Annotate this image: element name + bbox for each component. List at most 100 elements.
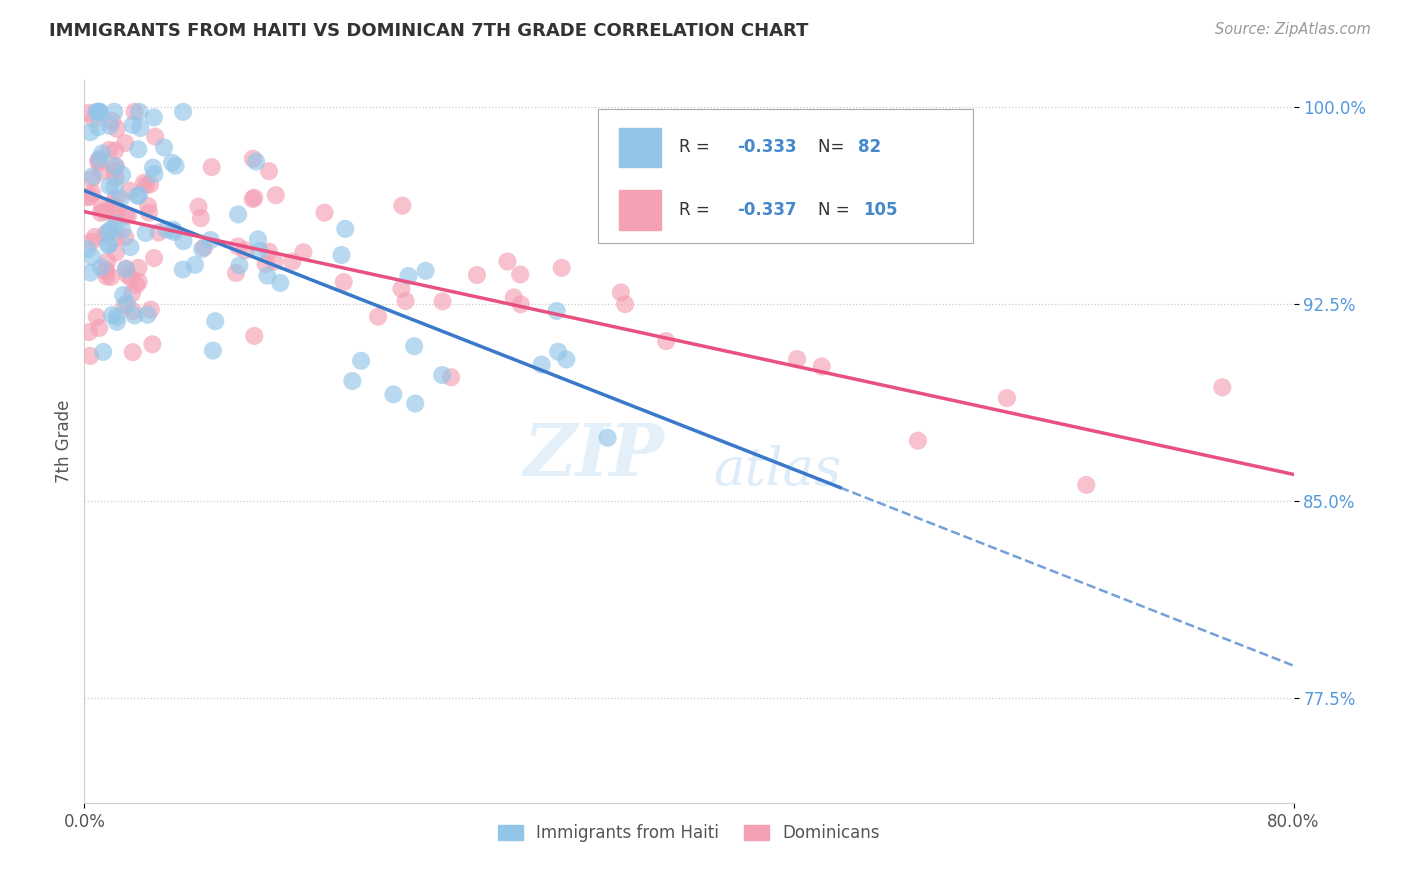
Point [465,268,488,282]
Point [135,178,157,193]
Point [120,240,142,254]
Point [143,167,166,181]
Text: IMMIGRANTS FROM HAITI VS DOMINICAN 7TH GRADE CORRELATION CHART: IMMIGRANTS FROM HAITI VS DOMINICAN 7TH G… [49,22,808,40]
Point [128,104,150,119]
Point [148,226,170,240]
Text: R =: R = [679,202,716,219]
Point [610,285,633,300]
Point [91,146,114,161]
Point [129,120,152,135]
Point [77,325,100,339]
Point [111,223,134,237]
Point [172,104,194,119]
Point [104,217,127,231]
Point [100,269,122,284]
Point [394,293,416,308]
Point [226,239,249,253]
Text: ZIP: ZIP [524,420,665,491]
Point [165,159,187,173]
Point [112,288,135,302]
Point [596,431,619,445]
Point [105,203,128,218]
Point [139,178,162,192]
Point [786,351,808,366]
Point [104,170,127,185]
Point [124,104,146,119]
Point [264,188,287,202]
Point [496,254,519,268]
Point [254,257,277,271]
Point [98,119,121,133]
Point [101,114,124,128]
Point [121,118,143,132]
Point [104,191,127,205]
Point [121,286,143,301]
Point [86,310,108,324]
Point [330,248,353,262]
Point [105,310,128,324]
Point [86,104,108,119]
Point [89,152,111,166]
Point [87,104,110,119]
Point [243,191,266,205]
Point [115,262,138,277]
Point [228,259,250,273]
Point [98,143,121,157]
Point [314,205,336,219]
Point [111,168,134,182]
Point [391,282,413,296]
Point [530,358,553,372]
Text: N=: N= [818,138,851,156]
Point [136,308,159,322]
Point [101,308,124,322]
Point [246,232,269,246]
Point [281,254,304,268]
Text: 105: 105 [863,202,897,219]
Point [87,120,110,135]
Point [415,264,437,278]
Point [242,152,264,166]
Point [143,129,166,144]
Point [256,268,278,283]
Y-axis label: 7th Grade: 7th Grade [55,400,73,483]
Point [143,251,166,265]
Point [79,125,101,139]
Point [141,337,163,351]
Point [77,106,100,120]
Point [97,225,120,239]
Point [160,155,183,169]
Point [125,277,148,292]
Point [98,237,121,252]
Point [547,344,569,359]
Point [132,176,155,190]
Point [103,163,125,178]
Point [509,268,531,282]
Point [1076,478,1098,492]
Point [117,209,139,223]
Point [173,234,195,248]
Point [555,352,578,367]
Point [89,104,111,119]
Point [100,222,122,236]
Point [162,223,184,237]
Point [94,264,117,278]
Point [104,245,127,260]
Point [94,204,117,219]
Bar [619,191,661,230]
Point [509,297,531,311]
Point [98,179,121,194]
Point [245,154,267,169]
Point [104,231,127,245]
Point [172,262,194,277]
Point [155,222,177,236]
Point [105,160,128,174]
Point [79,349,101,363]
Point [810,359,832,374]
Point [187,200,209,214]
Point [404,339,426,353]
Point [90,260,112,274]
Point [94,262,117,277]
Point [242,192,264,206]
Point [94,227,117,241]
Point [87,153,110,168]
